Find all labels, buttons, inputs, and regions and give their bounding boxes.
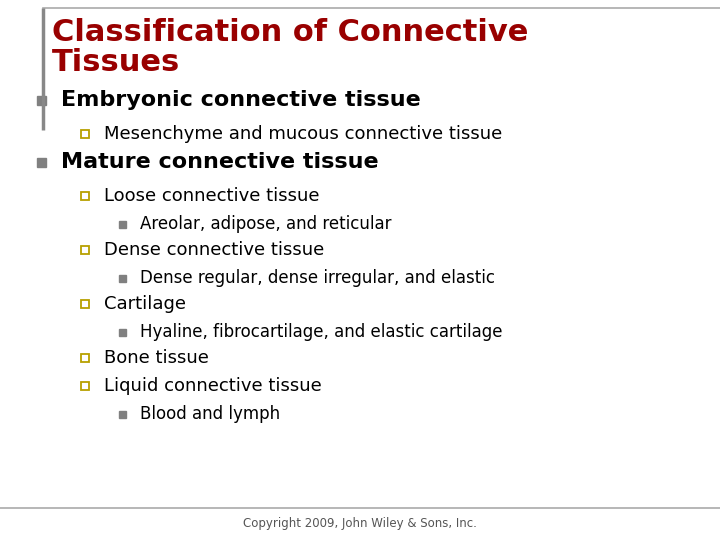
Text: Liquid connective tissue: Liquid connective tissue [104,377,322,395]
Bar [81,300,89,308]
Text: Mesenchyme and mucous connective tissue: Mesenchyme and mucous connective tissue [104,125,503,143]
Bar [81,246,89,254]
Text: Bone tissue: Bone tissue [104,349,210,367]
Text: Dense regular, dense irregular, and elastic: Dense regular, dense irregular, and elas… [140,269,495,287]
Text: Areolar, adipose, and reticular: Areolar, adipose, and reticular [140,215,392,233]
Text: Mature connective tissue: Mature connective tissue [61,152,379,172]
Bar [81,130,89,138]
Text: Classification of Connective: Classification of Connective [52,18,528,47]
Text: Hyaline, fibrocartilage, and elastic cartilage: Hyaline, fibrocartilage, and elastic car… [140,323,503,341]
Bar [119,220,126,227]
Text: Blood and lymph: Blood and lymph [140,405,281,423]
Bar [119,410,126,417]
Bar [81,382,89,390]
Text: Loose connective tissue: Loose connective tissue [104,187,320,205]
Bar [37,96,46,105]
Bar [119,328,126,335]
Text: Dense connective tissue: Dense connective tissue [104,241,325,259]
Text: Copyright 2009, John Wiley & Sons, Inc.: Copyright 2009, John Wiley & Sons, Inc. [243,517,477,530]
Bar [81,354,89,362]
Text: Embryonic connective tissue: Embryonic connective tissue [61,90,421,110]
Bar [81,192,89,200]
Bar [119,274,126,281]
Bar [37,158,46,166]
Text: Tissues: Tissues [52,48,180,77]
Text: Cartilage: Cartilage [104,295,186,313]
